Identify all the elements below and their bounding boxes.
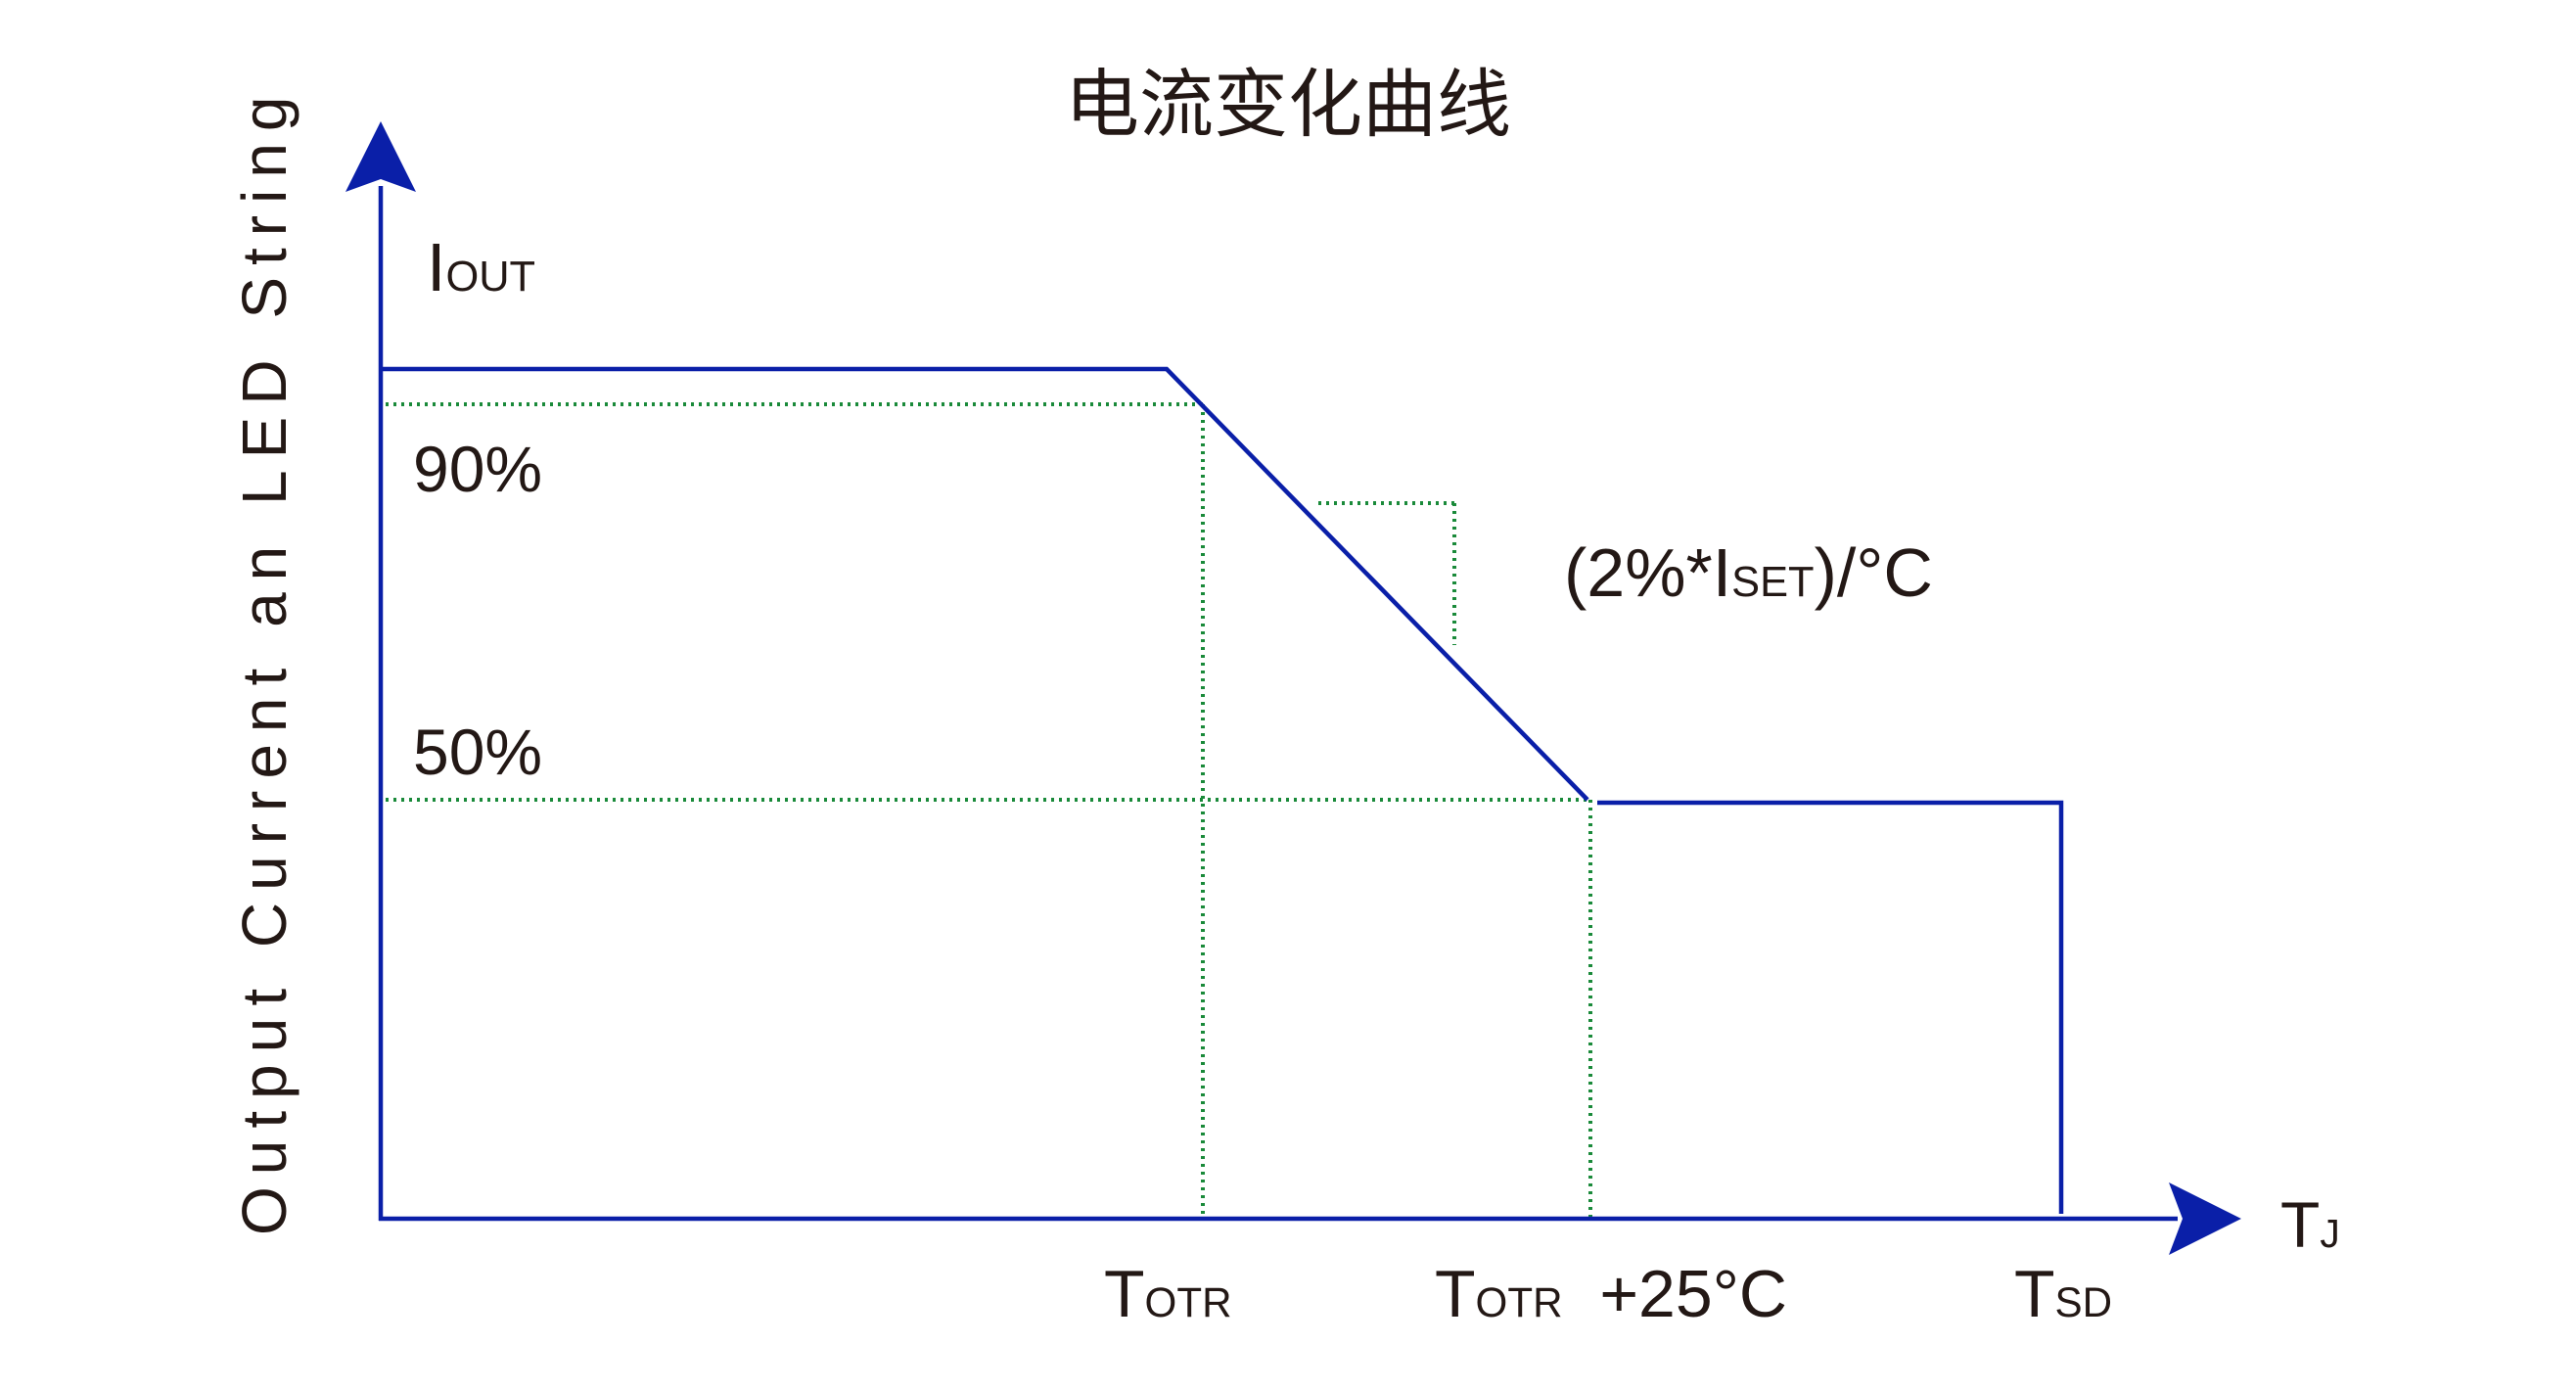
x-axis-symbol: TJ — [2280, 1188, 2340, 1261]
y-axis-label: Output Current an LED String — [229, 84, 299, 1235]
level-90-label: 90% — [413, 433, 543, 505]
current-curve — [381, 366, 1589, 802]
level-50-label: 50% — [413, 716, 543, 788]
chart-title: 电流变化曲线 — [1065, 64, 1511, 147]
x-tick-tsd: TSD — [2014, 1257, 2113, 1331]
x-axis-arrow-icon — [2169, 1182, 2241, 1255]
y-axis-arrow-icon — [345, 121, 416, 192]
slope-label: (2%*ISET)/°C — [1564, 534, 1933, 611]
y-axis-symbol: IOUT — [427, 229, 536, 305]
x-tick-totr-plus-25: TOTR +25°C — [1435, 1257, 1787, 1331]
current-curve-tail — [1597, 800, 2064, 1214]
x-tick-totr: TOTR — [1104, 1257, 1232, 1331]
